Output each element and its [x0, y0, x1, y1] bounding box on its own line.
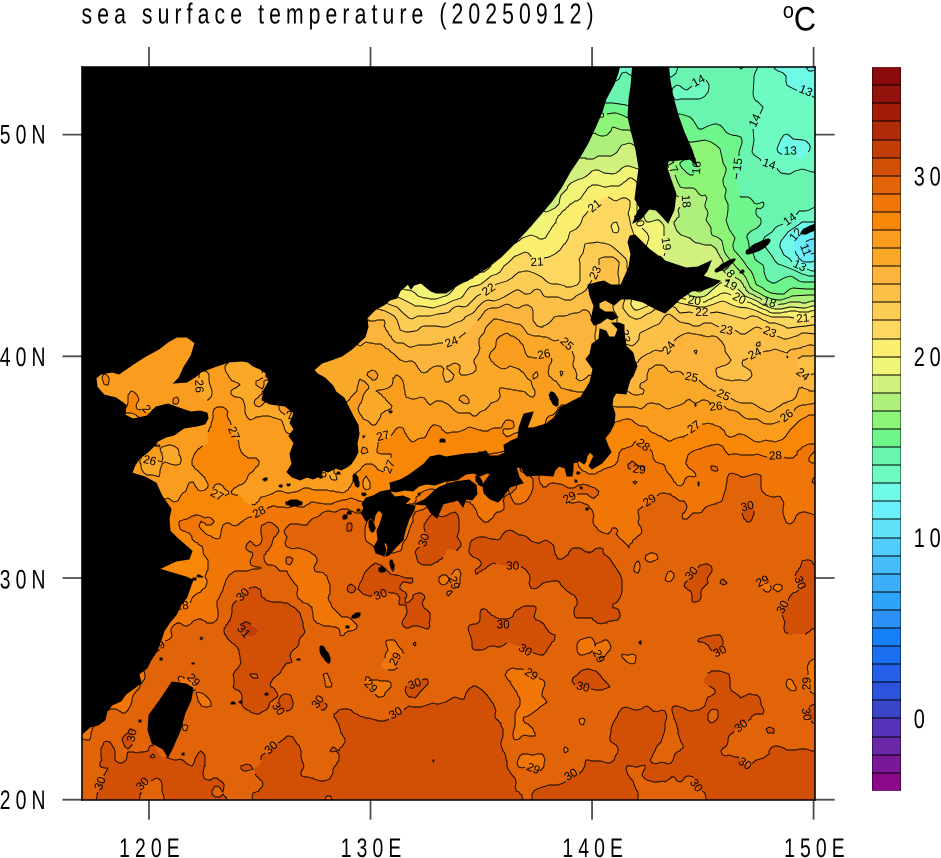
svg-text:14: 14 [761, 155, 778, 173]
svg-text:24: 24 [443, 333, 461, 351]
svg-text:18: 18 [679, 194, 694, 209]
svg-text:29: 29 [590, 647, 608, 665]
svg-text:30: 30 [406, 675, 424, 693]
svg-text:29: 29 [386, 650, 405, 668]
svg-text:18: 18 [761, 293, 778, 310]
svg-text:30: 30 [799, 706, 815, 722]
svg-text:27: 27 [380, 458, 398, 476]
svg-text:30: 30 [91, 774, 109, 792]
svg-text:29: 29 [640, 491, 659, 510]
svg-text:40N: 40N [0, 342, 51, 372]
svg-text:29: 29 [525, 759, 542, 777]
svg-text:23: 23 [761, 323, 779, 341]
svg-text:140E: 140E [562, 833, 628, 858]
svg-text:29: 29 [754, 572, 772, 590]
svg-text:0: 0 [914, 704, 930, 733]
svg-text:29: 29 [632, 461, 647, 476]
svg-text:14: 14 [689, 71, 708, 90]
svg-text:30: 30 [575, 678, 591, 695]
svg-text:21: 21 [530, 254, 544, 269]
svg-text:25: 25 [715, 386, 733, 404]
svg-text:30: 30 [415, 531, 432, 548]
svg-text:30: 30 [739, 498, 756, 515]
svg-text:29: 29 [522, 664, 541, 683]
svg-text:26: 26 [709, 399, 724, 414]
svg-text:30: 30 [497, 618, 511, 632]
svg-text:29: 29 [446, 574, 463, 591]
svg-text:50N: 50N [0, 120, 51, 150]
svg-text:20: 20 [730, 289, 748, 308]
svg-text:16: 16 [689, 160, 704, 175]
svg-text:10: 10 [914, 523, 941, 552]
svg-text:27: 27 [208, 485, 226, 504]
svg-text:15: 15 [730, 157, 746, 172]
svg-text:30: 30 [711, 642, 730, 661]
svg-text:30: 30 [506, 559, 520, 573]
svg-text:30: 30 [123, 727, 139, 743]
svg-text:20: 20 [914, 342, 941, 371]
svg-text:25: 25 [684, 369, 700, 386]
svg-text:14: 14 [746, 111, 764, 129]
svg-text:30: 30 [372, 585, 389, 603]
svg-text:28: 28 [250, 502, 269, 521]
svg-text:28: 28 [768, 448, 782, 463]
svg-text:27: 27 [375, 427, 391, 444]
svg-text:30N: 30N [0, 564, 51, 594]
svg-text:27: 27 [225, 424, 243, 441]
svg-text:30: 30 [914, 162, 941, 191]
svg-text:23: 23 [586, 263, 604, 281]
svg-text:sea surface temperature (20250: sea surface temperature (20250912) [82, 0, 599, 30]
svg-text:24: 24 [746, 344, 764, 363]
svg-text:20: 20 [687, 292, 703, 308]
svg-text:30: 30 [791, 574, 809, 592]
svg-text:26: 26 [192, 379, 207, 393]
svg-text:130E: 130E [341, 833, 407, 858]
svg-text:150E: 150E [784, 833, 850, 858]
svg-text:26: 26 [142, 452, 158, 469]
svg-text:23: 23 [719, 322, 735, 339]
svg-text:13: 13 [791, 256, 809, 274]
svg-text:120E: 120E [119, 833, 185, 858]
svg-text:29: 29 [799, 677, 813, 690]
svg-text:22: 22 [695, 305, 708, 319]
svg-text:11: 11 [797, 241, 815, 258]
svg-text:19: 19 [659, 236, 675, 251]
svg-text:13: 13 [784, 143, 798, 157]
svg-text:30: 30 [773, 597, 792, 616]
svg-text:29: 29 [560, 488, 578, 507]
svg-text:21: 21 [796, 310, 810, 325]
svg-text:oC: oC [783, 0, 816, 38]
svg-text:13: 13 [797, 82, 815, 100]
svg-text:26: 26 [536, 346, 552, 362]
svg-text:20N: 20N [0, 785, 51, 815]
